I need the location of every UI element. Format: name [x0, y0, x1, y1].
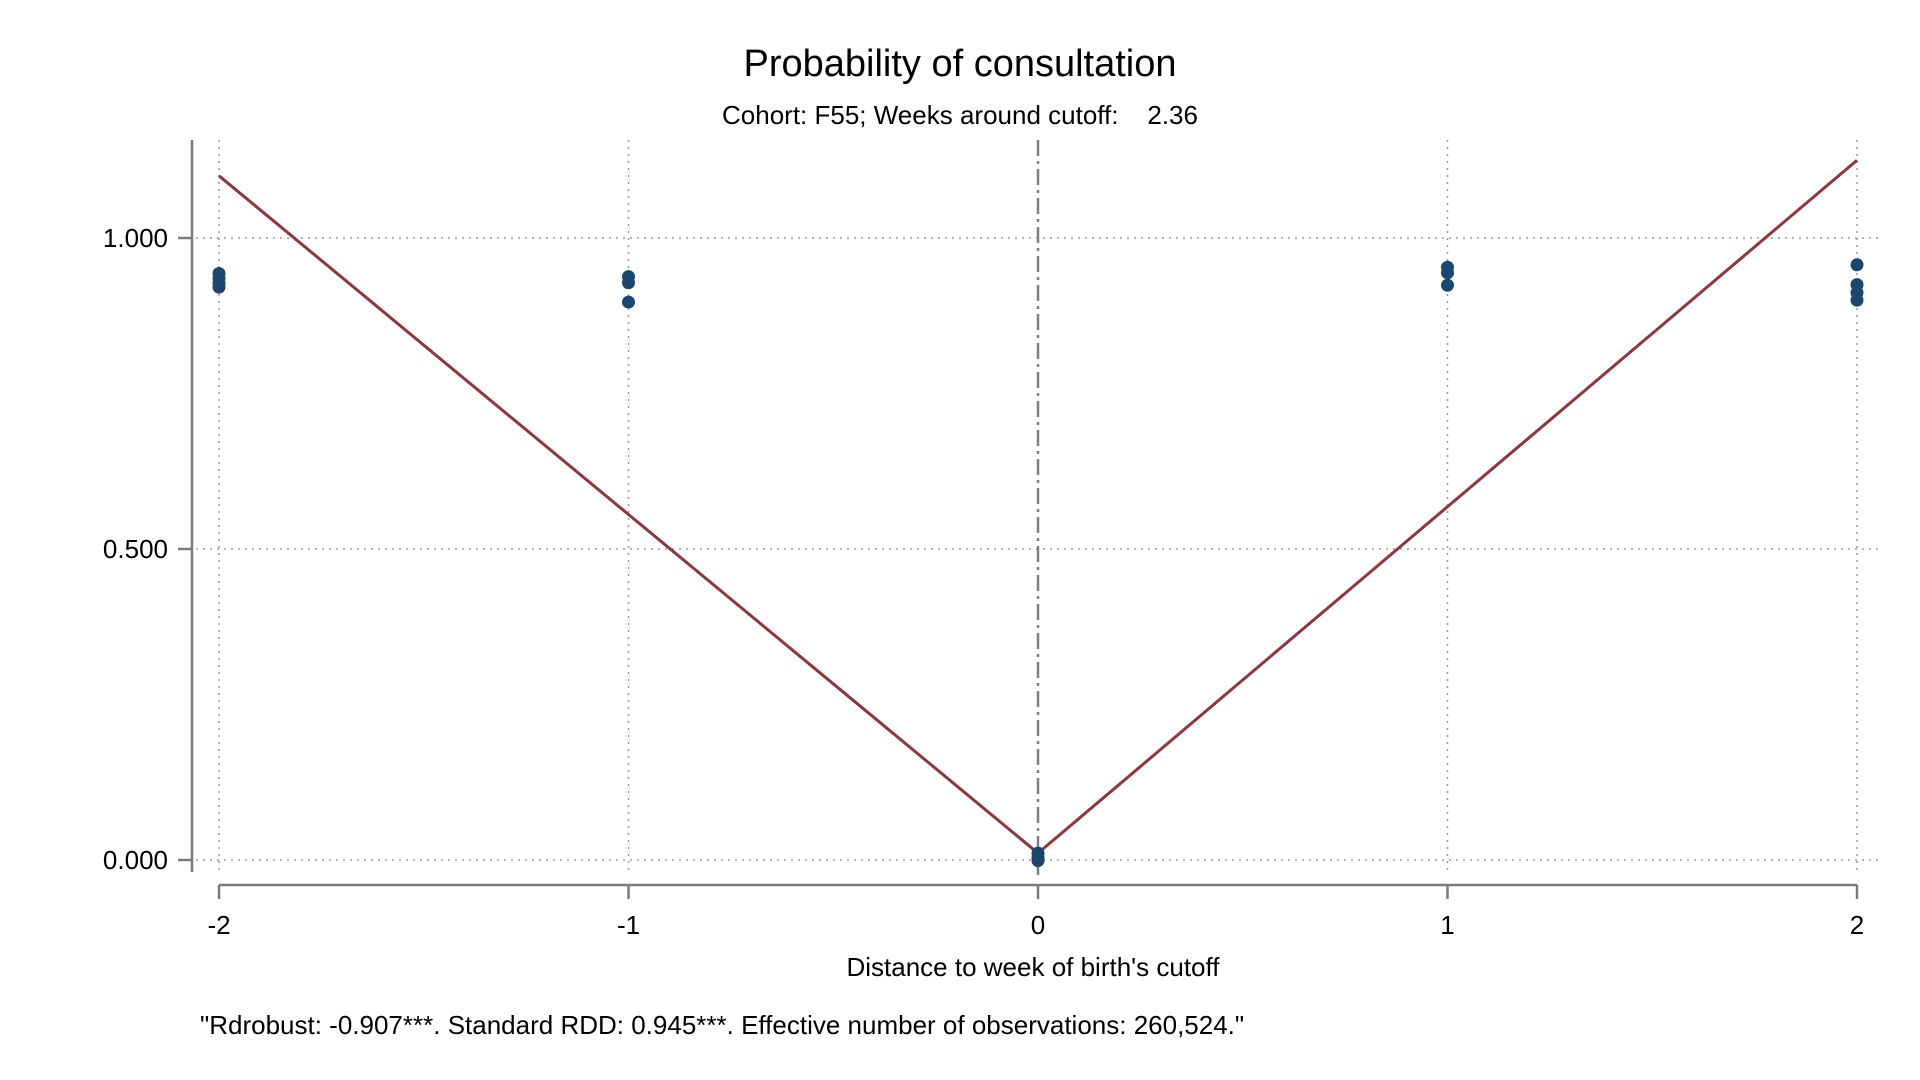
data-point — [1441, 278, 1454, 292]
x-tick-label: -1 — [617, 910, 640, 940]
chart-title: Probability of consultation — [743, 43, 1176, 85]
data-point — [1441, 266, 1454, 280]
y-tick-label: 1.000 — [103, 223, 168, 253]
fit-layer — [218, 159, 1858, 855]
x-tick-label: 2 — [1850, 910, 1864, 940]
x-tick-label: 0 — [1031, 910, 1045, 940]
y-tick-label: 0.500 — [103, 534, 168, 564]
fit-line-right — [1037, 159, 1858, 855]
axes-layer: 0.000 0.500 1.000 -2 -1 0 1 2 — [103, 140, 1864, 940]
chart-note: "Rdrobust: -0.907***. Standard RDD: 0.94… — [200, 1010, 1244, 1040]
data-point — [1850, 293, 1864, 307]
fit-line-left — [218, 174, 1039, 855]
points-layer — [212, 258, 1864, 868]
chart-subtitle: Cohort: F55; Weeks around cutoff: 2.36 — [722, 100, 1198, 130]
y-tick-label: 0.000 — [103, 845, 168, 875]
x-tick-label: 1 — [1440, 910, 1454, 940]
grid-layer — [196, 140, 1880, 875]
data-point — [1031, 854, 1045, 868]
x-tick-label: -2 — [207, 910, 230, 940]
x-axis-label: Distance to week of birth's cutoff — [846, 952, 1220, 982]
data-point — [1850, 258, 1864, 272]
data-point — [212, 280, 226, 294]
data-point — [622, 276, 635, 290]
data-point — [622, 295, 635, 309]
